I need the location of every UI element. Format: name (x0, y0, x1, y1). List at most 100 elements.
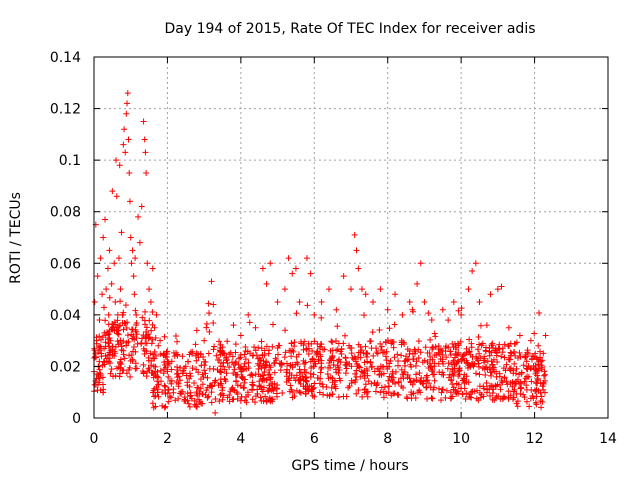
data-point (523, 398, 530, 405)
data-point (130, 343, 137, 350)
data-point (140, 369, 147, 376)
data-point (425, 310, 432, 317)
data-point (320, 346, 327, 353)
data-point (353, 361, 360, 368)
data-point (206, 310, 213, 317)
data-point (436, 350, 443, 357)
data-point (488, 349, 495, 356)
data-point (401, 358, 408, 365)
data-point (365, 378, 372, 385)
data-point (113, 157, 120, 164)
data-point (303, 346, 310, 353)
data-point (477, 394, 484, 401)
data-point (314, 348, 321, 355)
data-point (218, 369, 225, 376)
data-point (120, 326, 127, 333)
data-point (542, 371, 549, 378)
data-point (535, 342, 542, 349)
data-point (263, 358, 270, 365)
data-point (177, 364, 184, 371)
data-point (100, 234, 107, 241)
data-point (165, 373, 172, 380)
data-point (126, 198, 133, 205)
data-point (533, 355, 540, 362)
data-point (172, 397, 179, 404)
data-point (535, 365, 542, 372)
data-point (106, 294, 113, 301)
data-point (537, 380, 544, 387)
data-point (255, 344, 262, 351)
data-point (126, 170, 133, 177)
data-point (269, 343, 276, 350)
data-point (538, 404, 545, 411)
data-point (149, 369, 156, 376)
data-point (506, 366, 513, 373)
data-point (306, 383, 313, 390)
data-point (361, 359, 368, 366)
data-point (120, 141, 127, 148)
data-point (406, 298, 413, 305)
data-point (148, 327, 155, 334)
data-point (259, 352, 266, 359)
data-point (418, 378, 425, 385)
data-point (475, 363, 482, 370)
data-point (127, 357, 134, 364)
data-point (520, 391, 527, 398)
data-point (216, 347, 223, 354)
data-point (164, 368, 171, 375)
data-point (309, 356, 316, 363)
data-point (416, 387, 423, 394)
data-point (296, 369, 303, 376)
data-point (193, 403, 200, 410)
data-point (211, 379, 218, 386)
data-point (447, 389, 454, 396)
data-point (293, 387, 300, 394)
data-point (283, 360, 290, 367)
data-point (221, 350, 228, 357)
data-point (250, 352, 257, 359)
data-point (134, 340, 141, 347)
data-point (143, 328, 150, 335)
data-point (499, 349, 506, 356)
data-point (383, 348, 390, 355)
data-point (166, 378, 173, 385)
data-point (395, 362, 402, 369)
data-point (366, 338, 373, 345)
data-point (406, 348, 413, 355)
data-point (484, 358, 491, 365)
data-point (461, 351, 468, 358)
data-point (505, 356, 512, 363)
data-point (453, 346, 460, 353)
data-point (142, 149, 149, 156)
data-point (332, 377, 339, 384)
data-point (368, 345, 375, 352)
data-point (466, 336, 473, 343)
data-point (139, 314, 146, 321)
data-point (311, 311, 318, 318)
data-point (293, 310, 300, 317)
data-point (421, 298, 428, 305)
data-point (278, 361, 285, 368)
data-point (145, 335, 152, 342)
data-point (138, 203, 145, 210)
data-point (96, 333, 103, 340)
x-tick-label: 12 (526, 431, 544, 447)
data-point (266, 371, 273, 378)
data-point (130, 348, 137, 355)
x-axis-title: GPS time / hours (291, 458, 408, 474)
data-point (476, 371, 483, 378)
data-point (440, 371, 447, 378)
data-point (311, 338, 318, 345)
data-point (295, 351, 302, 358)
data-point (186, 383, 193, 390)
data-point (292, 265, 299, 272)
data-point (261, 347, 268, 354)
data-point (464, 365, 471, 372)
data-point (507, 392, 514, 399)
data-point (313, 349, 320, 356)
data-point (300, 357, 307, 364)
data-point (217, 348, 224, 355)
data-point (161, 359, 168, 366)
data-point (303, 369, 310, 376)
data-point (533, 393, 540, 400)
